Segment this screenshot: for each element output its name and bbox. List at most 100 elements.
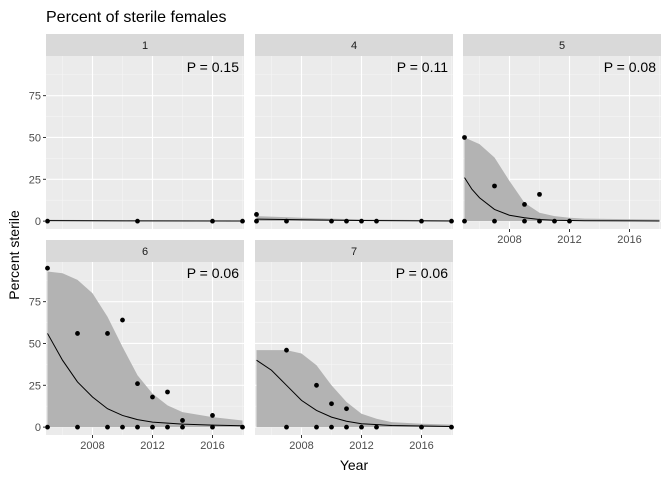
data-point (165, 389, 170, 395)
p-value-label: P = 0.06 (396, 265, 449, 281)
chart-title: Percent of sterile females (46, 9, 227, 26)
facet-strip-label: 5 (559, 40, 565, 52)
panel-background (46, 56, 244, 229)
data-point (210, 413, 215, 418)
p-value-label: P = 0.11 (397, 59, 448, 75)
data-point (254, 218, 259, 224)
y-tick-label: 50 (29, 132, 41, 144)
panel-background (255, 56, 453, 229)
facet-panel-1: 1 P = 0.15 0 25 50 75 (29, 34, 245, 229)
x-tick-label: 2012 (557, 234, 581, 246)
data-point (462, 218, 467, 224)
facet-strip (255, 34, 453, 56)
p-value-label: P = 0.06 (187, 265, 240, 281)
data-point (284, 347, 289, 353)
data-point (492, 218, 497, 224)
data-point (522, 218, 527, 224)
confidence-band (47, 271, 243, 428)
y-tick-label: 0 (35, 216, 41, 228)
facet-strip (463, 34, 661, 56)
y-tick-label: 75 (29, 91, 41, 103)
data-point (210, 218, 215, 224)
x-tick-label: 2016 (409, 440, 433, 452)
x-tick-label: 2008 (289, 440, 313, 452)
data-point (75, 331, 80, 336)
data-point (284, 218, 289, 224)
data-point (150, 394, 155, 400)
data-point (135, 218, 140, 224)
x-tick-label: 2008 (80, 440, 104, 452)
confidence-band (256, 350, 452, 428)
confidence-band (464, 137, 660, 222)
x-tick-label: 2012 (349, 440, 373, 452)
data-point (165, 424, 170, 430)
y-axis-title: Percent sterile (6, 210, 22, 300)
data-point (45, 424, 50, 430)
data-point (344, 218, 349, 224)
y-tick-label: 75 (29, 297, 41, 309)
data-point (419, 218, 424, 224)
y-tick-label: 50 (29, 338, 41, 350)
facet-strip-label: 7 (351, 246, 357, 258)
data-point (284, 424, 289, 430)
facet-strip-label: 1 (142, 40, 148, 52)
y-tick-label: 25 (29, 174, 41, 186)
data-point (180, 418, 185, 423)
data-point (567, 218, 572, 224)
facet-panel-6: 6 P = 0.06 0 25 50 75 2008 2012 2016 (29, 240, 245, 452)
data-point (314, 424, 319, 430)
data-point (105, 424, 110, 430)
data-point (449, 424, 454, 430)
p-value-label: P = 0.15 (187, 59, 240, 75)
data-point (329, 424, 334, 430)
data-point (537, 191, 542, 197)
data-point (374, 218, 379, 224)
data-point (120, 424, 125, 430)
facet-panel-4: 4 P = 0.11 (254, 34, 454, 229)
facet-panels: 1 P = 0.15 0 25 50 75 4 P = 0.11 5 P = 0.08 2008 20… (29, 34, 661, 452)
data-point (75, 424, 80, 430)
data-point (120, 317, 125, 323)
y-tick-label: 25 (29, 380, 41, 392)
x-tick-label: 2012 (140, 440, 164, 452)
facet-strip (46, 34, 244, 56)
facet-strip (46, 240, 244, 262)
x-tick-label: 2016 (617, 234, 641, 246)
p-value-label: P = 0.08 (604, 59, 657, 75)
data-point (329, 218, 334, 224)
y-tick-label: 0 (35, 422, 41, 434)
data-point (552, 218, 557, 224)
data-point (210, 424, 215, 430)
facet-strip (255, 240, 453, 262)
facet-strip-label: 6 (142, 246, 148, 258)
facet-panel-5: 5 P = 0.08 2008 2012 2016 (462, 34, 661, 246)
data-point (150, 424, 155, 430)
fitted-line (256, 359, 452, 427)
data-point (329, 401, 334, 407)
data-point (462, 135, 467, 140)
data-point (537, 218, 542, 224)
data-point (419, 424, 424, 430)
facet-panel-7: 7 P = 0.06 2008 2012 2016 (255, 240, 454, 452)
data-point (359, 424, 364, 430)
data-point (45, 265, 50, 271)
data-point (105, 331, 110, 336)
data-point (449, 218, 454, 224)
data-point (314, 382, 319, 388)
facet-strip-label: 4 (351, 40, 357, 52)
x-axis-title: Year (340, 457, 369, 473)
data-point (45, 218, 50, 224)
data-point (240, 424, 245, 430)
data-point (492, 183, 497, 189)
data-point (344, 406, 349, 412)
data-point (254, 212, 259, 217)
data-point (135, 381, 140, 387)
x-tick-label: 2008 (497, 234, 521, 246)
data-point (135, 424, 140, 430)
data-point (374, 424, 379, 430)
fitted-line (47, 333, 243, 427)
x-tick-label: 2016 (200, 440, 224, 452)
data-point (359, 218, 364, 224)
data-point (240, 218, 245, 224)
